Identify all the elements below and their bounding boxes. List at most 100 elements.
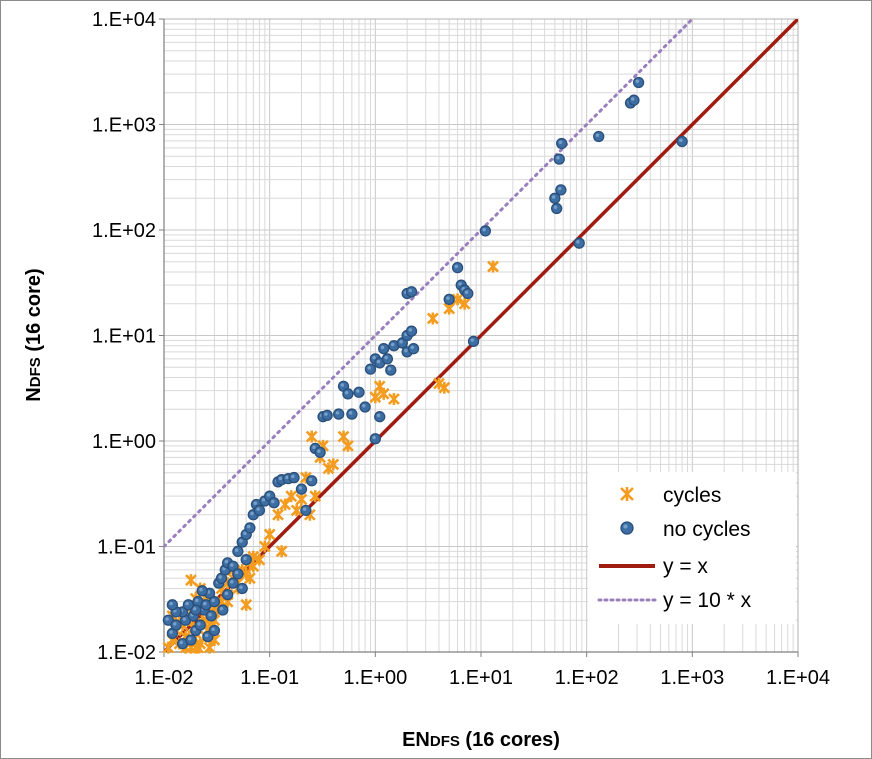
- data-point-no-cycles: [342, 388, 354, 400]
- data-point-no-cycles: [407, 343, 420, 355]
- legend-label-y-eq-x: y = x: [663, 555, 708, 578]
- data-point-no-cycles-highlight: [387, 367, 392, 371]
- legend-item-y-eq-x: y = x: [599, 555, 708, 578]
- data-point-no-cycles: [632, 76, 645, 89]
- data-point-no-cycles-highlight: [312, 445, 316, 449]
- data-point-no-cycles-highlight: [179, 640, 184, 645]
- data-point-no-cycles-highlight: [230, 580, 234, 584]
- data-point-no-cycles: [268, 497, 280, 509]
- data-point-no-cycles-highlight: [340, 383, 345, 387]
- data-point-no-cycles: [240, 554, 252, 566]
- y-tick-label: 1.E-02: [97, 642, 156, 664]
- data-point-no-cycles-highlight: [230, 563, 234, 567]
- data-point-no-cycles-highlight: [372, 435, 376, 440]
- data-point-no-cycles-highlight: [348, 411, 353, 415]
- legend-label-cycles: cycles: [663, 484, 721, 507]
- data-point-cycles: [295, 493, 308, 506]
- data-point-cycles: [240, 598, 253, 611]
- line-y-eq-x: [164, 19, 798, 652]
- data-point-cycles: [458, 297, 471, 310]
- data-point-no-cycles-highlight: [335, 411, 340, 415]
- data-point-no-cycles: [166, 599, 179, 611]
- data-point-no-cycles-highlight: [173, 622, 177, 626]
- legend-label-no-cycles: no cycles: [663, 518, 751, 541]
- data-point-no-cycles-highlight: [482, 227, 486, 232]
- data-point-no-cycles-highlight: [635, 79, 640, 84]
- data-point-cycles: [285, 490, 298, 503]
- data-point-cycles: [253, 553, 266, 566]
- data-point-no-cycles: [232, 545, 244, 557]
- data-point-no-cycles: [288, 471, 300, 484]
- x-tick-label: 1.E+02: [555, 667, 619, 689]
- data-point-no-cycles: [194, 619, 206, 631]
- data-point-cycles: [438, 381, 451, 394]
- data-point-no-cycles: [196, 585, 208, 597]
- data-point-no-cycles-highlight: [404, 348, 408, 353]
- data-point-no-cycles-highlight: [553, 205, 558, 209]
- reference-lines: [164, 19, 798, 652]
- data-point-cycles: [258, 540, 271, 553]
- data-point-no-cycles-highlight: [243, 556, 247, 561]
- data-point-no-cycles-highlight: [380, 345, 385, 350]
- data-point-no-cycles-highlight: [302, 507, 307, 511]
- x-tick-label: 1.E+03: [660, 667, 724, 689]
- data-point-no-cycles: [451, 261, 464, 274]
- data-point-no-cycles-highlight: [298, 486, 302, 490]
- y-tick-label: 1.E+02: [92, 220, 156, 242]
- legend: cycles no cycles y = x y = 10 * x: [588, 472, 796, 624]
- x-tick-label: 1.E+00: [343, 667, 407, 689]
- legend-item-cycles: cycles: [620, 484, 721, 507]
- data-point-no-cycles: [205, 610, 217, 622]
- data-point-no-cycles: [236, 582, 248, 595]
- data-point-no-cycles-highlight: [372, 355, 376, 360]
- data-point-no-cycles-highlight: [203, 601, 207, 606]
- data-point-no-cycles-highlight: [399, 339, 403, 344]
- data-point-no-cycles-highlight: [410, 345, 415, 350]
- data-point-no-cycles: [314, 446, 326, 459]
- data-point-no-cycles-highlight: [187, 636, 192, 641]
- data-point-no-cycles-highlight: [239, 585, 243, 589]
- data-point-no-cycles-highlight: [165, 617, 169, 621]
- data-point-no-cycles: [353, 386, 365, 398]
- data-point-cycles: [192, 641, 204, 654]
- x-tick-label: 1.E-02: [135, 667, 194, 689]
- data-point-no-cycles-highlight: [595, 133, 600, 137]
- data-point-no-cycles-highlight: [458, 282, 462, 286]
- data-point-no-cycles-highlight: [195, 598, 199, 603]
- y-tick-label: 1.E+04: [92, 9, 156, 31]
- data-point-no-cycles-highlight: [192, 607, 197, 611]
- data-point-no-cycles: [593, 130, 605, 143]
- legend-symbol-cycles: [620, 487, 634, 501]
- line-y-eq-10x: [164, 19, 694, 548]
- data-point-no-cycles: [467, 335, 480, 348]
- data-point-no-cycles-highlight: [224, 559, 229, 564]
- data-point-no-cycles-highlight: [182, 617, 187, 621]
- data-point-no-cycles: [556, 137, 568, 150]
- x-tick-label: 1.E+01: [449, 667, 513, 689]
- data-point-no-cycles: [170, 619, 182, 631]
- data-point-no-cycles: [244, 522, 256, 534]
- data-point-cycles: [327, 458, 340, 471]
- data-point-cycles: [341, 439, 354, 452]
- data-point-no-cycles-highlight: [470, 338, 475, 342]
- data-point-no-cycles: [232, 568, 244, 580]
- y-tick-label: 1.E+03: [92, 115, 156, 137]
- data-point-no-cycles-highlight: [199, 587, 203, 592]
- data-point-no-cycles-highlight: [362, 404, 366, 408]
- data-point-no-cycles: [217, 604, 229, 616]
- data-point-no-cycles: [479, 225, 492, 237]
- data-point-cycles: [263, 528, 276, 541]
- legend-marker-no-cycles: [620, 521, 634, 535]
- data-point-no-cycles: [253, 504, 266, 517]
- data-point-no-cycles-highlight: [376, 359, 381, 364]
- data-point-no-cycles: [443, 293, 455, 306]
- data-point-no-cycles: [182, 599, 195, 611]
- data-point-no-cycles: [221, 588, 234, 601]
- data-point-no-cycles: [374, 411, 386, 423]
- data-point-no-cycles: [333, 408, 345, 420]
- data-point-no-cycles-highlight: [324, 412, 328, 416]
- data-point-cycles: [377, 387, 390, 400]
- data-point-no-cycles-highlight: [208, 612, 212, 617]
- data-point-cycles: [185, 574, 197, 587]
